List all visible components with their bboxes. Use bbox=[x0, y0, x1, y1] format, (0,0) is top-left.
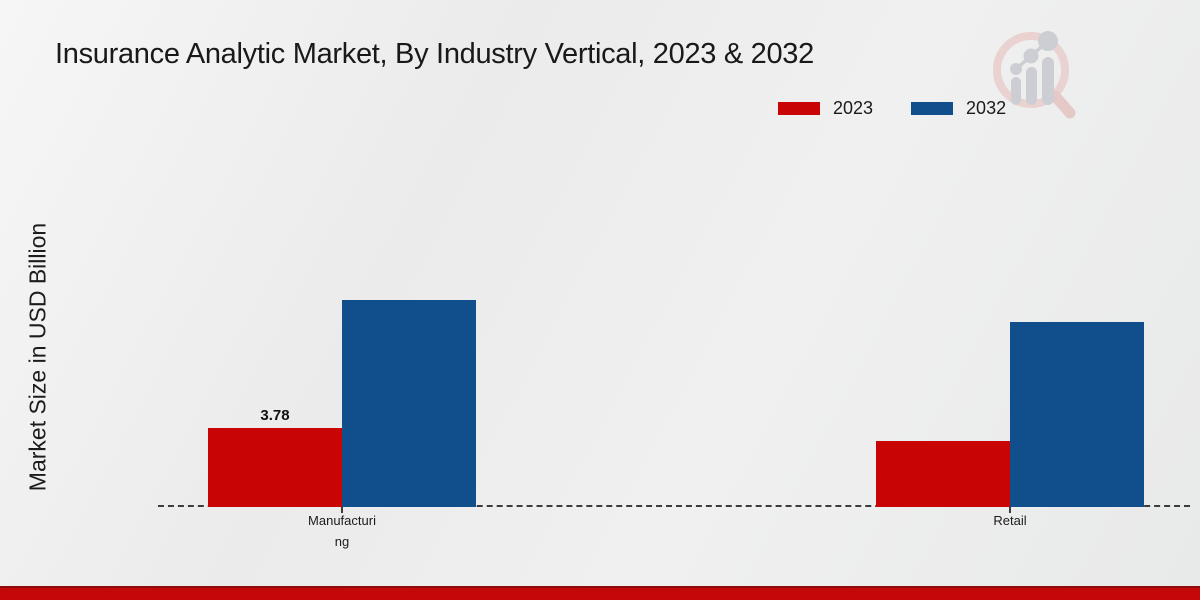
x-axis-baseline bbox=[158, 505, 1190, 507]
legend-item-2023: 2023 bbox=[778, 98, 873, 119]
x-axis-label-manufacturing: Manufacturi ng bbox=[308, 513, 376, 549]
bar-2023-retail bbox=[876, 441, 1010, 507]
bar-2023-manufacturing bbox=[208, 428, 342, 507]
footer-accent-bar bbox=[0, 586, 1200, 600]
x-axis-label-retail: Retail bbox=[993, 513, 1027, 528]
bar-2032-retail bbox=[1010, 322, 1144, 507]
brand-magnifier-chart-logo-icon bbox=[993, 31, 1076, 119]
chart-title: Insurance Analytic Market, By Industry V… bbox=[55, 38, 814, 70]
legend-swatch-2023-icon bbox=[778, 101, 820, 115]
bar-value-label-2023-manufacturing: 3.78 bbox=[260, 407, 290, 424]
bar-2032-manufacturing bbox=[342, 300, 476, 507]
legend-item-2032: 2032 bbox=[911, 98, 1006, 119]
legend-swatch-2032-icon bbox=[911, 101, 954, 115]
x-axis-tick-retail bbox=[1009, 507, 1011, 513]
legend: 2023 2032 bbox=[778, 96, 1006, 120]
legend-label-2032: 2032 bbox=[966, 97, 1007, 118]
legend-label-2023: 2023 bbox=[833, 97, 874, 118]
x-axis-tick-manufacturing bbox=[341, 507, 343, 513]
